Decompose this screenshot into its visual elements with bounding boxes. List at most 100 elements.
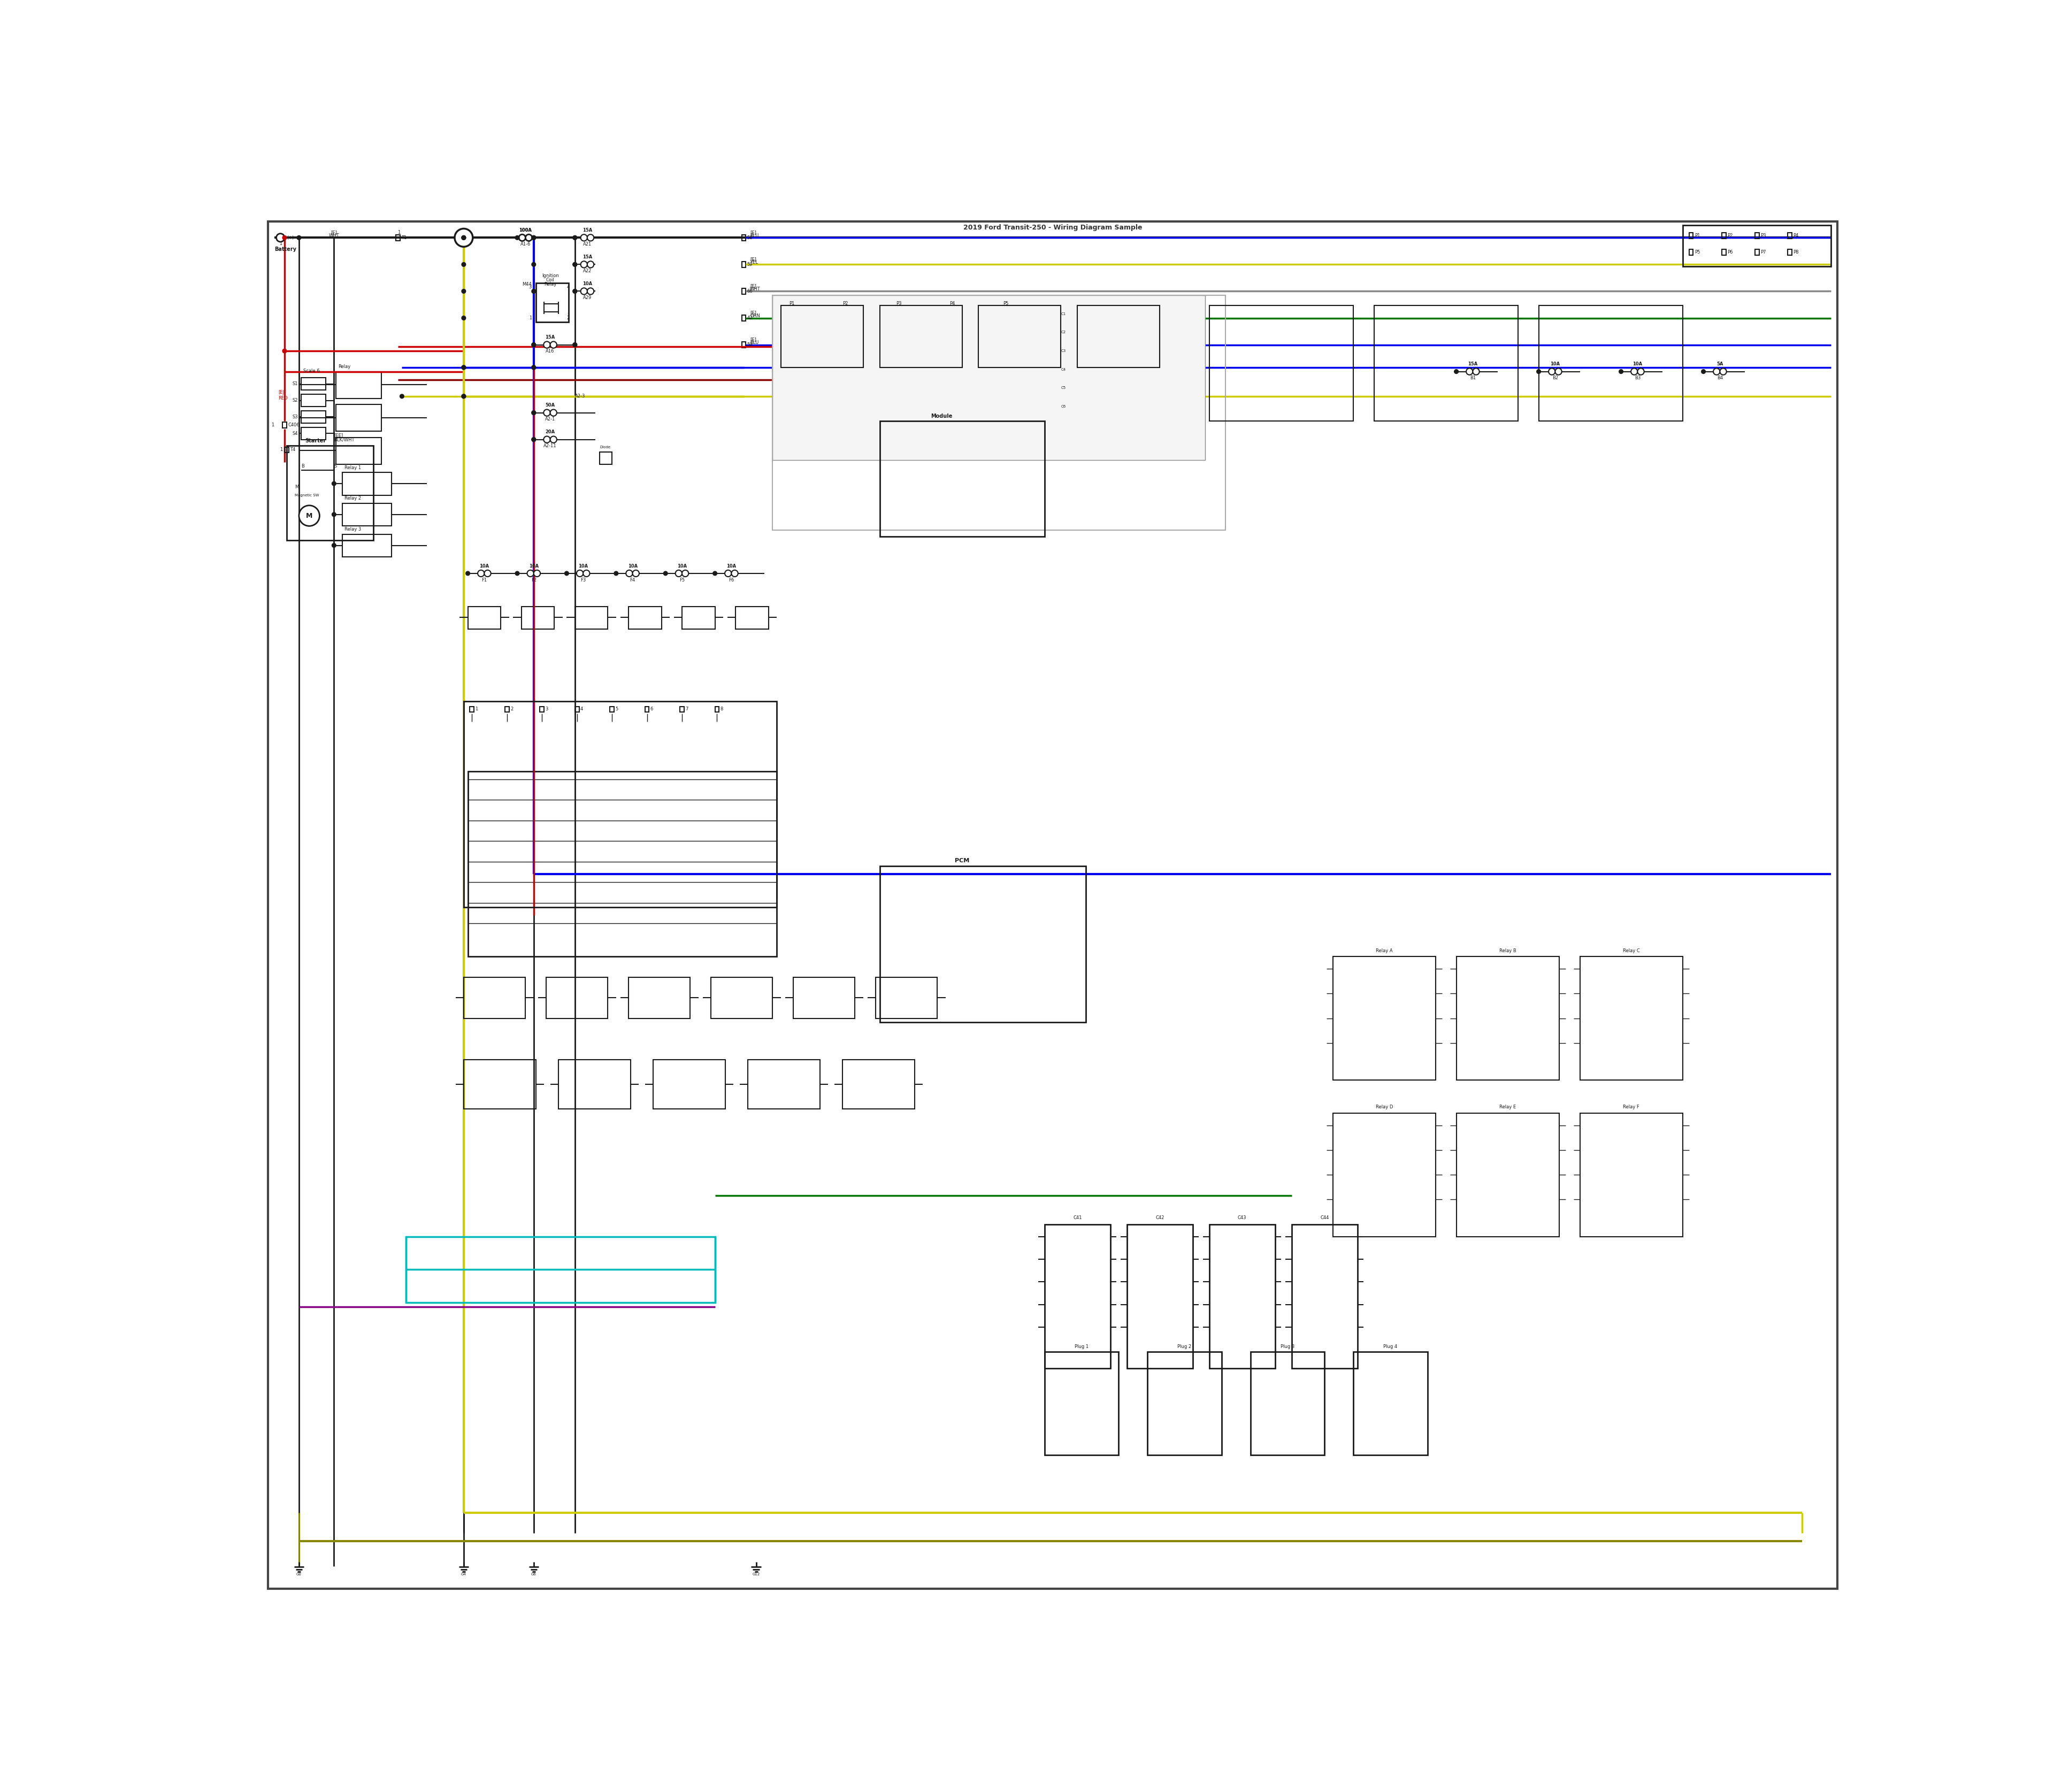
Circle shape <box>682 570 688 577</box>
Text: Battery: Battery <box>275 247 296 253</box>
Bar <box>1128 1224 1193 1369</box>
Bar <box>781 306 863 367</box>
Text: B: B <box>302 464 304 470</box>
Bar <box>337 405 382 432</box>
Bar <box>787 323 799 330</box>
Circle shape <box>479 570 485 577</box>
Bar <box>288 446 374 541</box>
Circle shape <box>462 262 466 267</box>
Text: 10A: 10A <box>1633 362 1643 367</box>
Bar <box>772 296 1226 530</box>
Bar <box>1043 1351 1119 1455</box>
Text: GRN: GRN <box>750 314 760 319</box>
Text: 1: 1 <box>279 242 281 246</box>
Text: P1: P1 <box>1695 233 1701 238</box>
Text: [E]: [E] <box>750 256 756 262</box>
Text: C44: C44 <box>1321 1215 1329 1220</box>
Text: C42: C42 <box>1156 1215 1165 1220</box>
Circle shape <box>283 235 288 240</box>
Text: M: M <box>296 484 298 489</box>
Circle shape <box>1619 369 1623 373</box>
Circle shape <box>300 505 320 527</box>
Circle shape <box>1467 369 1473 375</box>
Text: F4: F4 <box>631 577 635 582</box>
Text: 59: 59 <box>748 262 752 267</box>
Circle shape <box>462 394 466 398</box>
Text: 10A: 10A <box>629 563 637 568</box>
Text: P8: P8 <box>1793 249 1799 254</box>
Text: Scale 6: Scale 6 <box>304 369 320 373</box>
Bar <box>337 371 382 398</box>
Circle shape <box>526 235 532 240</box>
Text: P4: P4 <box>1793 233 1799 238</box>
Text: 100A: 100A <box>520 228 532 233</box>
Circle shape <box>333 543 337 547</box>
Bar <box>470 706 474 711</box>
Text: Relay F: Relay F <box>1623 1106 1639 1109</box>
Bar <box>741 342 746 348</box>
Bar <box>464 701 776 907</box>
Bar <box>1078 306 1161 367</box>
Text: Relay: Relay <box>544 281 557 287</box>
Text: Relay 3: Relay 3 <box>345 527 362 532</box>
Circle shape <box>544 409 550 416</box>
Text: 1: 1 <box>474 706 479 711</box>
Bar <box>1787 249 1791 254</box>
Bar <box>540 706 544 711</box>
Text: S4: S4 <box>292 430 298 435</box>
Text: Relay C: Relay C <box>1623 948 1639 953</box>
Text: A21: A21 <box>583 242 592 247</box>
Text: C3: C3 <box>1062 349 1066 353</box>
Circle shape <box>532 289 536 294</box>
Circle shape <box>544 435 550 443</box>
Text: 1: 1 <box>271 423 275 428</box>
Text: F1: F1 <box>481 577 487 582</box>
Text: [E]: [E] <box>750 229 756 235</box>
Bar <box>1292 1224 1358 1369</box>
Text: A2-11: A2-11 <box>544 444 557 448</box>
Bar <box>645 706 649 711</box>
Bar <box>1754 233 1758 238</box>
Circle shape <box>528 570 534 577</box>
Circle shape <box>573 342 577 348</box>
Bar <box>842 1059 914 1109</box>
Text: [E]: [E] <box>750 337 756 342</box>
Circle shape <box>626 570 633 577</box>
Bar <box>468 771 776 957</box>
Bar <box>1000 323 1013 330</box>
Text: WHT: WHT <box>750 287 760 292</box>
Text: B1: B1 <box>1471 376 1475 380</box>
Circle shape <box>573 289 577 294</box>
Circle shape <box>462 366 466 369</box>
Bar <box>741 262 746 267</box>
Text: Relay E: Relay E <box>1499 1106 1516 1109</box>
Text: BLU: BLU <box>750 233 758 238</box>
Circle shape <box>532 262 536 267</box>
Text: 6: 6 <box>651 706 653 711</box>
Circle shape <box>550 342 557 348</box>
Circle shape <box>532 410 536 414</box>
Circle shape <box>277 233 286 242</box>
Circle shape <box>283 349 288 353</box>
Text: A22: A22 <box>583 269 592 274</box>
Circle shape <box>462 235 466 240</box>
Bar <box>343 534 392 557</box>
Bar <box>629 977 690 1018</box>
Text: 3: 3 <box>544 706 548 711</box>
Bar <box>1688 249 1692 254</box>
Text: P3: P3 <box>1760 233 1766 238</box>
Text: F6: F6 <box>729 577 733 582</box>
Circle shape <box>614 572 618 575</box>
Bar <box>302 426 327 439</box>
Text: A1-6: A1-6 <box>520 242 530 247</box>
Text: B2: B2 <box>1553 376 1559 380</box>
Bar <box>1456 957 1559 1081</box>
Circle shape <box>462 235 466 240</box>
Text: 50A: 50A <box>546 403 555 409</box>
Bar <box>680 706 684 711</box>
Circle shape <box>573 289 577 294</box>
Text: S1: S1 <box>292 382 298 387</box>
Circle shape <box>1536 369 1540 373</box>
Text: G6: G6 <box>532 1573 536 1575</box>
Text: [EJ]: [EJ] <box>279 389 286 394</box>
